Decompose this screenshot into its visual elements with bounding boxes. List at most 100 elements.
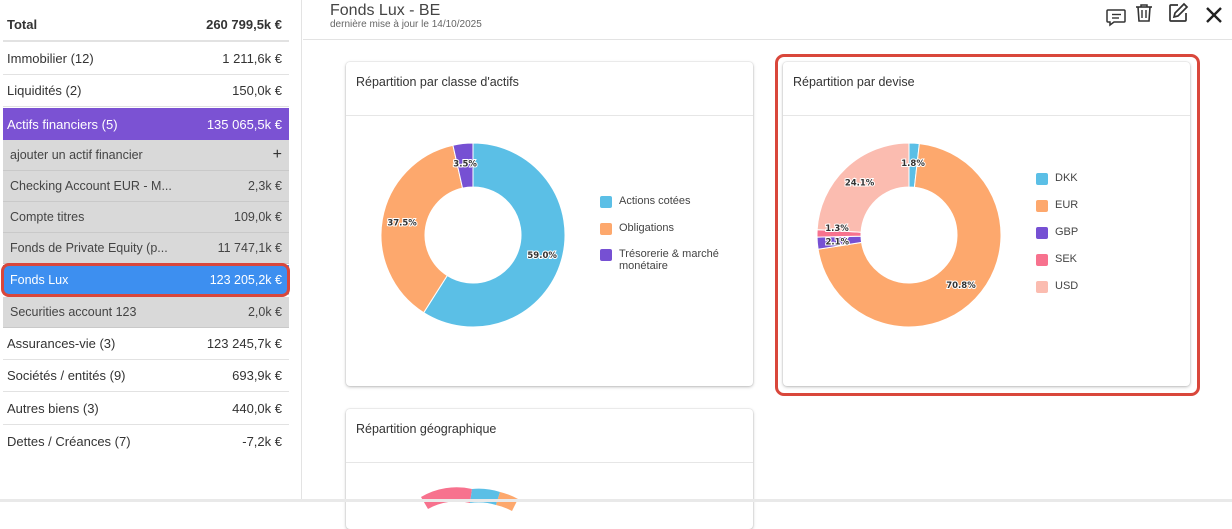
pie-slice-label: 2.1% [825, 237, 849, 247]
subitem-value: 2,0k € [247, 305, 282, 319]
add-financial-asset-button[interactable]: ajouter un actif financier + [3, 140, 289, 171]
pie-slice-label: 3.5% [453, 159, 477, 169]
legend-label: DKK [1055, 172, 1078, 184]
sidebar-item-value: 135 065,5k € [206, 116, 282, 132]
sidebar-item-label: Assurances-vie (3) [7, 336, 116, 351]
pie-slice-label: 70.8% [946, 281, 976, 291]
subitem-value: 109,0k € [234, 210, 282, 224]
legend-label: SEK [1055, 253, 1078, 265]
sidebar-item-label: Liquidités (2) [7, 83, 82, 98]
donut-chart-currency: 1.8% 70.8% 2.1% 1.3% 24.1% [816, 142, 1002, 328]
sidebar-item-value: 123 245,7k € [206, 336, 282, 351]
legend-label: USD [1055, 280, 1079, 292]
subitem-value: 11 747,1k € [217, 241, 282, 255]
subitem-label: Checking Account EUR - M... [10, 179, 172, 193]
pie-slice-label: 24.1% [845, 179, 875, 189]
legend-swatch [1036, 254, 1048, 266]
pie-slice-label: 59.0% [527, 251, 557, 261]
total-label: Total [7, 16, 38, 32]
sidebar-item-value: 693,9k € [232, 368, 282, 383]
subitem-label: Fonds Lux [10, 272, 69, 287]
detail-header: Fonds Lux - BE dernière mise à jour le 1… [303, 0, 1232, 40]
legend-label: EUR [1055, 199, 1079, 211]
bottom-scrollbar [0, 499, 1232, 502]
legend-item-sek[interactable]: SEK [1036, 253, 1077, 266]
pie-slice-eur[interactable] [817, 143, 1002, 328]
page-title: Fonds Lux - BE [330, 2, 441, 19]
trash-icon[interactable] [1133, 2, 1155, 24]
comment-icon[interactable] [1105, 6, 1127, 28]
legend-swatch [1036, 281, 1048, 293]
legend-item-obligations[interactable]: Obligations [600, 222, 674, 235]
subitem-fonds-lux[interactable]: Fonds Lux 123 205,2k € [3, 265, 289, 295]
donut-chart-geographic [421, 487, 518, 511]
close-icon[interactable] [1203, 4, 1225, 26]
chart-card-geographic: Répartition géographique [346, 409, 753, 529]
sidebar-item-value: 1 211,6k € [222, 51, 282, 66]
sidebar-item-societes[interactable]: Sociétés / entités (9) 693,9k € [3, 360, 289, 392]
add-financial-asset-label: ajouter un actif financier [10, 148, 143, 162]
legend-swatch [1036, 200, 1048, 212]
edit-icon[interactable] [1167, 2, 1189, 24]
legend-item-eur[interactable]: EUR [1036, 199, 1078, 212]
legend-label: Actions cotées [619, 195, 691, 207]
sidebar-item-label: Actifs financiers (5) [7, 116, 118, 132]
legend-item-usd[interactable]: USD [1036, 280, 1078, 293]
chart-title: Répartition par devise [793, 75, 915, 89]
donut-chart-asset-class: 59.0% 37.5% 3.5% [380, 142, 566, 328]
chart-card-asset-class: Répartition par classe d'actifs 59.0% 37.… [346, 62, 753, 386]
total-row: Total 260 799,5k € [3, 8, 289, 42]
subitem-label: Securities account 123 [10, 305, 137, 319]
legend-item-actions[interactable]: Actions cotées [600, 195, 691, 208]
sidebar-item-value: -7,2k € [242, 434, 282, 449]
selection-highlight [1, 263, 290, 297]
sidebar-item-liquidites[interactable]: Liquidités (2) 150,0k € [3, 75, 289, 107]
chart-card-currency: Répartition par devise 1.8% 70.8% 2.1% 1.3%… [783, 62, 1190, 386]
legend-swatch [1036, 227, 1048, 239]
pie-slice-tr-sorerie-march-mon-taire[interactable] [452, 142, 474, 189]
sidebar-item-label: Autres biens (3) [7, 400, 99, 416]
pie-slice-label: 37.5% [387, 219, 417, 229]
legend-item-dkk[interactable]: DKK [1036, 172, 1078, 185]
pie-slice-usd[interactable] [816, 142, 910, 233]
subitem-compte-titres[interactable]: Compte titres 109,0k € [3, 202, 289, 233]
sidebar-item-dettes-creances[interactable]: Dettes / Créances (7) -7,2k € [3, 425, 289, 458]
sidebar-item-autres-biens[interactable]: Autres biens (3) 440,0k € [3, 392, 289, 425]
pie-slice-obligations[interactable] [380, 144, 464, 314]
geo-slice-blue [470, 488, 500, 505]
pie-slice-actions-cot-es[interactable] [423, 142, 566, 328]
subitem-label: Compte titres [10, 210, 85, 224]
legend-label: Trésorerie & marché monétaire [619, 248, 719, 272]
chart-title: Répartition par classe d'actifs [356, 75, 519, 89]
last-update-text: dernière mise à jour le 14/10/2025 [330, 19, 482, 30]
pie-slice-label: 1.8% [901, 159, 925, 169]
legend-label: Obligations [619, 222, 675, 234]
sidebar-item-label: Sociétés / entités (9) [7, 368, 126, 383]
legend-item-tresorerie[interactable]: Trésorerie & marché monétaire [600, 248, 740, 272]
sidebar-item-value: 150,0k € [232, 83, 282, 98]
asset-sidebar: Total 260 799,5k € Immobilier (12) 1 211… [0, 0, 302, 502]
card-divider [783, 115, 1190, 116]
legend-swatch [600, 249, 612, 261]
pie-slice-label: 1.3% [825, 224, 849, 234]
sidebar-item-value: 440,0k € [232, 400, 282, 416]
subitem-private-equity[interactable]: Fonds de Private Equity (p... 11 747,1k … [3, 233, 289, 264]
chart-highlight-outline [775, 54, 1200, 396]
sidebar-item-assurances-vie[interactable]: Assurances-vie (3) 123 245,7k € [3, 328, 289, 360]
sidebar-item-label: Immobilier (12) [7, 51, 94, 66]
sidebar-item-actifs-financiers[interactable]: Actifs financiers (5) 135 065,5k € [3, 108, 289, 140]
total-value: 260 799,5k € [206, 16, 282, 32]
legend-swatch [1036, 173, 1048, 185]
subitem-value: 123 205,2k € [209, 272, 282, 287]
chart-title: Répartition géographique [356, 422, 497, 436]
subitem-securities-account[interactable]: Securities account 123 2,0k € [3, 297, 289, 328]
legend-label: GBP [1055, 226, 1079, 238]
card-divider [346, 115, 753, 116]
legend-item-gbp[interactable]: GBP [1036, 226, 1078, 239]
sidebar-item-immobilier[interactable]: Immobilier (12) 1 211,6k € [3, 43, 289, 75]
subitem-value: 2,3k € [247, 179, 282, 193]
sidebar-item-label: Dettes / Créances (7) [7, 434, 131, 449]
subitem-checking-account[interactable]: Checking Account EUR - M... 2,3k € [3, 171, 289, 202]
legend-swatch [600, 196, 612, 208]
card-divider [346, 462, 753, 463]
